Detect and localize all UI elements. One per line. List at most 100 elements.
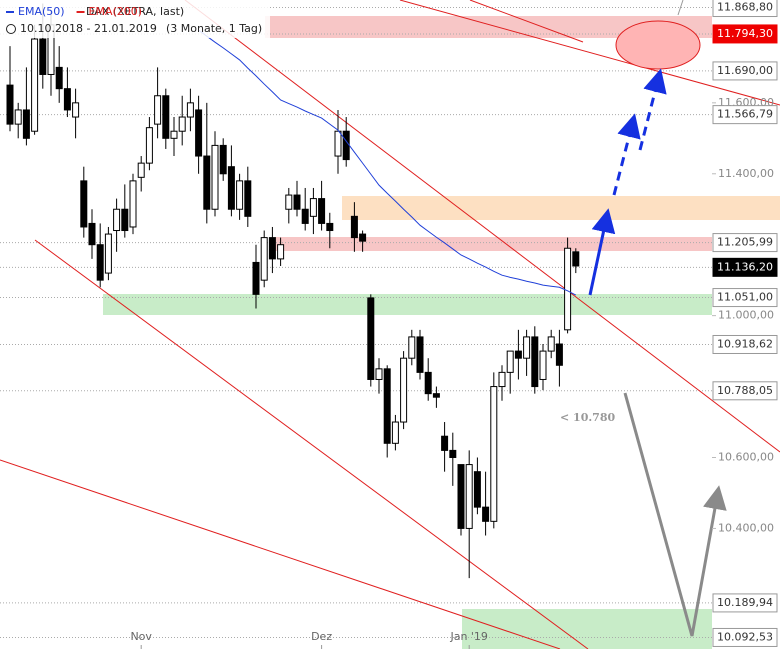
candle-body xyxy=(260,237,268,281)
candle-body xyxy=(432,393,440,398)
candle-body xyxy=(424,371,432,395)
y-tick-label: 11.400,00 xyxy=(718,167,774,180)
trendline xyxy=(469,0,584,43)
x-tick-label: Nov xyxy=(130,630,152,643)
level-box xyxy=(712,593,778,613)
candle-body xyxy=(350,215,358,239)
candle-body xyxy=(170,130,178,139)
candle-body xyxy=(408,336,416,359)
candle-body xyxy=(498,371,506,388)
trendline xyxy=(34,239,589,649)
candle-body xyxy=(391,421,399,444)
candle-body xyxy=(14,109,22,125)
candle-body xyxy=(227,166,235,210)
candle-body xyxy=(121,208,129,232)
candle-body xyxy=(506,350,514,373)
candle-body xyxy=(309,198,317,217)
candle-body xyxy=(211,144,219,210)
candle-body xyxy=(252,261,260,295)
zones xyxy=(103,16,780,649)
candle-body xyxy=(63,88,71,111)
candle-body xyxy=(31,38,39,132)
arrow xyxy=(638,68,667,151)
candle-body xyxy=(137,162,145,178)
trendline xyxy=(677,0,684,16)
level-box xyxy=(712,105,778,125)
candle-body xyxy=(375,368,383,380)
arrow xyxy=(612,113,641,196)
candle-body xyxy=(482,506,490,522)
axes: 11.600,0011.400,0011.000,0010.600,0010.4… xyxy=(130,0,778,649)
annotation: < 10.780 xyxy=(560,411,615,424)
candle-body xyxy=(301,208,309,224)
candle-body xyxy=(162,95,170,139)
level-label: 10.918,62 xyxy=(717,337,773,350)
candle-body xyxy=(547,336,555,352)
candle-body xyxy=(219,144,227,175)
header-bg xyxy=(0,0,270,38)
indicator-line xyxy=(198,29,577,296)
level-label: 11.205,99 xyxy=(717,236,773,249)
candle-body xyxy=(186,102,194,118)
x-tick-label: Jan '19 xyxy=(449,630,487,643)
candle-body xyxy=(326,222,334,232)
candle-body xyxy=(268,237,276,260)
legend-label: EMA(50) xyxy=(18,5,65,18)
candle-body xyxy=(383,368,391,444)
level-label: 10.189,94 xyxy=(717,596,773,609)
trendline xyxy=(0,459,561,649)
range: 10.10.2018 - 21.01.2019 xyxy=(20,22,157,35)
candle-body xyxy=(473,471,481,508)
candle-body xyxy=(277,244,285,260)
candle-body xyxy=(285,194,293,210)
level-label: 10.092,53 xyxy=(717,630,773,643)
candle-body xyxy=(154,95,162,125)
arrow xyxy=(588,208,616,296)
level-label: 11.794,30 xyxy=(717,27,773,40)
candle-body xyxy=(539,350,547,380)
candle-body xyxy=(416,336,424,373)
candle-body xyxy=(359,233,367,242)
candle-body xyxy=(490,386,498,522)
candle-body xyxy=(367,297,375,380)
candle-body xyxy=(572,251,580,267)
zone xyxy=(342,196,780,220)
level-box xyxy=(712,24,778,44)
level-label: 11.566,79 xyxy=(717,108,773,121)
level-box xyxy=(712,627,778,647)
level-label: 11.690,00 xyxy=(717,64,773,77)
trendline xyxy=(399,0,780,106)
candle-body xyxy=(113,208,121,232)
levels xyxy=(0,7,712,638)
level-box xyxy=(712,257,778,277)
instrument: DAX (XETRA, last) xyxy=(86,5,184,18)
level-box xyxy=(712,334,778,354)
candle-body xyxy=(145,127,153,164)
candle-body xyxy=(6,84,14,125)
y-tick-label: 10.600,00 xyxy=(718,450,774,463)
candle-body xyxy=(449,449,457,458)
arrows xyxy=(588,68,727,637)
candle-body xyxy=(523,336,531,359)
level-box xyxy=(712,61,778,81)
level-label: 11.136,20 xyxy=(717,260,773,273)
candle-body xyxy=(39,38,47,75)
target-ellipse xyxy=(615,20,701,70)
period: (3 Monate, 1 Tag) xyxy=(166,22,262,35)
candle-body xyxy=(203,155,211,210)
candle-body xyxy=(55,66,63,90)
candle-body xyxy=(531,336,539,388)
candle-body xyxy=(22,109,30,139)
candle-body xyxy=(564,247,572,331)
candle-body xyxy=(441,435,449,451)
x-tick-label: Dez xyxy=(311,630,332,643)
candle-body xyxy=(342,130,350,161)
candle-body xyxy=(236,180,244,210)
trendline xyxy=(184,0,780,453)
candles xyxy=(6,3,580,579)
candle-body xyxy=(465,464,473,529)
arrow xyxy=(623,392,727,637)
candle-body xyxy=(88,222,96,246)
candle-body xyxy=(195,109,203,157)
